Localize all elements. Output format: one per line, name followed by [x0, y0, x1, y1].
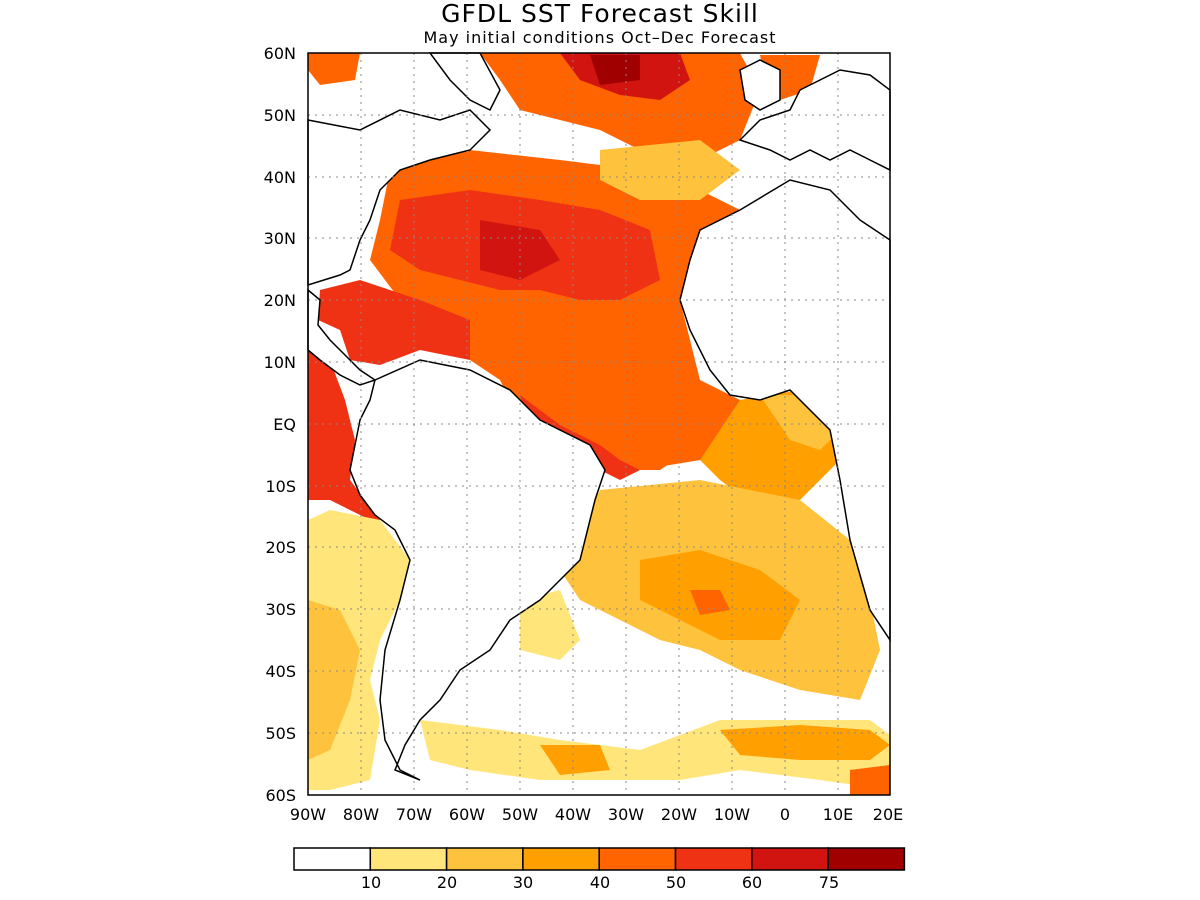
- lon-label: 30W: [608, 805, 644, 824]
- landmasses: [307, 52, 891, 781]
- colorbar-label: 75: [819, 873, 839, 892]
- colorbar-swatch: [827, 847, 906, 871]
- colorbar-label: 30: [513, 873, 533, 892]
- colorbar-swatch: [751, 847, 829, 871]
- lon-label: 10W: [714, 805, 750, 824]
- lat-label: 20S: [265, 538, 296, 557]
- colorbar-swatch: [293, 847, 372, 871]
- lon-label: 50W: [502, 805, 538, 824]
- colorbar-swatches: [293, 847, 906, 871]
- colorbar-label: 40: [590, 873, 610, 892]
- lat-label: 20N: [264, 291, 296, 310]
- colorbar-swatch: [445, 847, 524, 871]
- colorbar: 10 20 30 40 50 60 75: [293, 847, 906, 892]
- colorbar-swatch: [522, 847, 600, 871]
- map-frame: [307, 52, 891, 796]
- grid-lines: [308, 53, 890, 795]
- map-plot-area: [307, 52, 891, 796]
- lat-label: EQ: [273, 415, 296, 434]
- colorbar-label: 50: [666, 873, 686, 892]
- lon-label: 80W: [343, 805, 379, 824]
- lat-label: 40N: [264, 168, 296, 187]
- lon-label: 20W: [661, 805, 697, 824]
- lat-label: 30S: [265, 600, 296, 619]
- lat-label: 40S: [265, 662, 296, 681]
- lon-label: 40W: [555, 805, 591, 824]
- lat-label: 60S: [265, 786, 296, 805]
- lon-label: 60W: [449, 805, 485, 824]
- lat-label: 10N: [264, 353, 296, 372]
- map-subtitle: May initial conditions Oct–Dec Forecast: [423, 28, 777, 47]
- colorbar-label: 10: [361, 873, 381, 892]
- map-title: GFDL SST Forecast Skill: [441, 0, 759, 28]
- lon-label: 70W: [396, 805, 432, 824]
- lat-axis: 60N 50N 40N 30N 20N 10N EQ 10S 20S 30S 4…: [264, 44, 296, 805]
- colorbar-swatch: [369, 847, 448, 871]
- colorbar-swatch: [674, 847, 753, 871]
- colorbar-swatch: [598, 847, 677, 871]
- lat-label: 30N: [264, 229, 296, 248]
- lat-label: 60N: [264, 44, 296, 63]
- colorbar-label: 20: [437, 873, 457, 892]
- colorbar-labels: 10 20 30 40 50 60 75: [361, 873, 839, 892]
- lat-label: 10S: [265, 477, 296, 496]
- lat-label: 50N: [264, 106, 296, 125]
- skill-shading: [308, 53, 890, 795]
- lon-label: 10E: [823, 805, 853, 824]
- lon-label: 20E: [873, 805, 903, 824]
- lat-label: 50S: [265, 724, 296, 743]
- lon-label: 0: [780, 805, 790, 824]
- lon-axis: 90W 80W 70W 60W 50W 40W 30W 20W 10W 0 10…: [290, 805, 903, 824]
- lon-label: 90W: [290, 805, 326, 824]
- colorbar-label: 60: [742, 873, 762, 892]
